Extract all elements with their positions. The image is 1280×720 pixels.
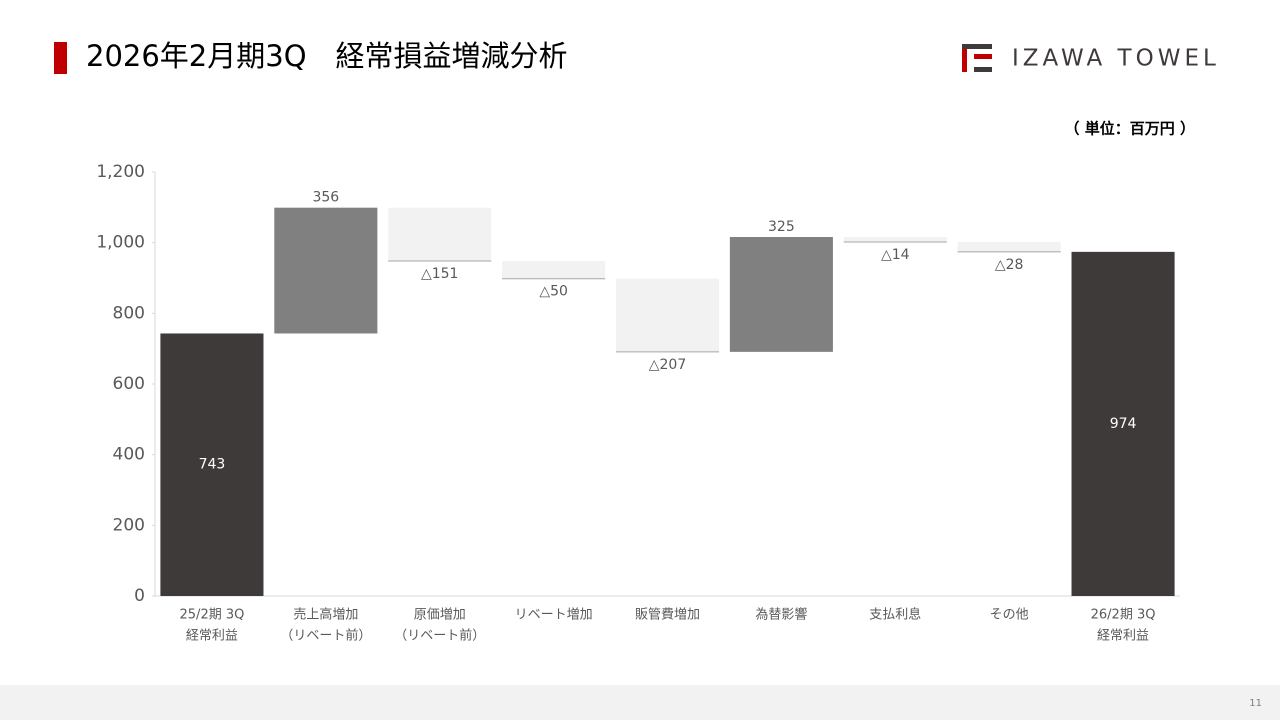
y-tick-label: 1,200 — [96, 162, 145, 182]
bar — [843, 237, 947, 242]
x-tick-label: 経常利益 — [1097, 629, 1149, 644]
x-tick-label: リベート増加 — [515, 608, 593, 623]
x-tick-label: 経常利益 — [186, 629, 238, 644]
y-tick-label: 800 — [113, 303, 145, 323]
y-tick-label: 600 — [113, 374, 145, 394]
logo-icon — [962, 44, 992, 72]
value-label: 743 — [199, 457, 226, 473]
bar — [274, 207, 378, 334]
bar — [615, 278, 720, 352]
x-tick-label: その他 — [990, 608, 1029, 623]
slide-title: 2026年2月期3Q 経常損益増減分析 — [86, 39, 568, 73]
x-tick-label: 為替影響 — [755, 607, 807, 623]
x-tick-label: 26/2期 3Q — [1091, 608, 1156, 623]
y-tick-label: 1,000 — [96, 233, 145, 253]
bar — [502, 261, 606, 279]
bar — [729, 237, 833, 352]
value-label: △151 — [421, 266, 459, 282]
y-tick-label: 200 — [113, 515, 145, 535]
bar — [1071, 251, 1175, 596]
value-label: △50 — [539, 284, 568, 300]
bar — [160, 333, 264, 596]
title-accent — [54, 42, 67, 74]
x-tick-label: 支払利息 — [869, 607, 921, 623]
page-number: 11 — [1249, 698, 1262, 709]
footer — [0, 685, 1280, 720]
value-label: 325 — [768, 219, 795, 235]
x-tick-label: 原価増加 — [414, 608, 466, 623]
unit-label: （ 単位：百万円 ） — [1065, 120, 1195, 138]
value-label: △28 — [995, 257, 1024, 273]
bar — [957, 241, 1061, 252]
y-tick-label: 400 — [113, 445, 145, 465]
value-label: △207 — [649, 357, 687, 373]
value-label: 974 — [1110, 416, 1137, 432]
value-label: △14 — [881, 247, 910, 263]
y-tick-label: 0 — [134, 586, 145, 606]
x-tick-label: 販管費増加 — [635, 608, 700, 623]
x-tick-label: 売上高増加 — [293, 607, 358, 623]
x-tick-label: （リベート前） — [280, 628, 371, 644]
bar — [388, 207, 492, 262]
logo-text: IZAWA TOWEL — [1012, 46, 1220, 72]
x-tick-label: 25/2期 3Q — [180, 608, 245, 623]
x-tick-label: （リベート前） — [394, 628, 485, 644]
value-label: 356 — [312, 190, 339, 206]
